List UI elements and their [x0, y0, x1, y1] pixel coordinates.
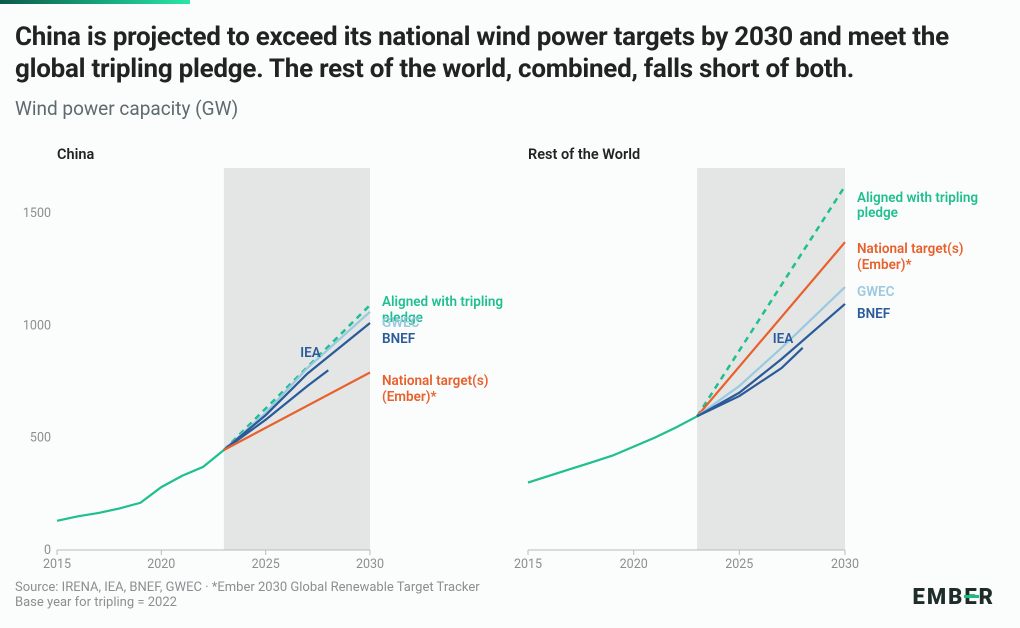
- svg-text:2015: 2015: [514, 557, 542, 572]
- baseyear-line: Base year for tripling = 2022: [15, 595, 1005, 610]
- plot-svg-china: 0 500 1000 1500 2015 2020 2025 2030: [15, 138, 510, 578]
- chart-subtitle: Wind power capacity (GW): [15, 97, 1005, 120]
- series-label: GWEC: [857, 285, 895, 301]
- svg-text:2030: 2030: [356, 557, 384, 572]
- series-label: National target(s)(Ember)*: [857, 242, 964, 273]
- series-label: National target(s)(Ember)*: [382, 374, 489, 405]
- series-label: GWEC: [382, 316, 420, 332]
- panel-china: China0500100015002015202020252030Aligned…: [15, 138, 510, 578]
- svg-text:1000: 1000: [23, 319, 51, 334]
- svg-text:2030: 2030: [831, 557, 859, 572]
- series-label: BNEF: [382, 332, 415, 348]
- svg-text:500: 500: [30, 431, 51, 446]
- series-label: BNEF: [857, 307, 890, 323]
- series-label: Aligned with triplingpledge: [857, 191, 978, 222]
- series-label: IEA: [773, 332, 794, 348]
- svg-text:0: 0: [44, 543, 51, 558]
- svg-text:2025: 2025: [252, 557, 280, 572]
- brand-accent-bar: [0, 0, 190, 4]
- panel-row: Rest of the World2015202020252030Aligned…: [510, 138, 1005, 578]
- svg-text:2015: 2015: [43, 557, 71, 572]
- svg-text:2020: 2020: [620, 557, 648, 572]
- source-line: Source: IRENA, IEA, BNEF, GWEC · *Ember …: [15, 580, 1005, 595]
- svg-text:2020: 2020: [147, 557, 175, 572]
- chart-panels: China0500100015002015202020252030Aligned…: [15, 138, 1005, 578]
- svg-text:2025: 2025: [725, 557, 753, 572]
- svg-text:1500: 1500: [23, 206, 51, 221]
- series-label: IEA: [300, 346, 321, 362]
- chart-title: China is projected to exceed its nationa…: [15, 22, 985, 85]
- ember-logo: EMBER: [913, 585, 995, 610]
- chart-footer: Source: IRENA, IEA, BNEF, GWEC · *Ember …: [15, 580, 1005, 610]
